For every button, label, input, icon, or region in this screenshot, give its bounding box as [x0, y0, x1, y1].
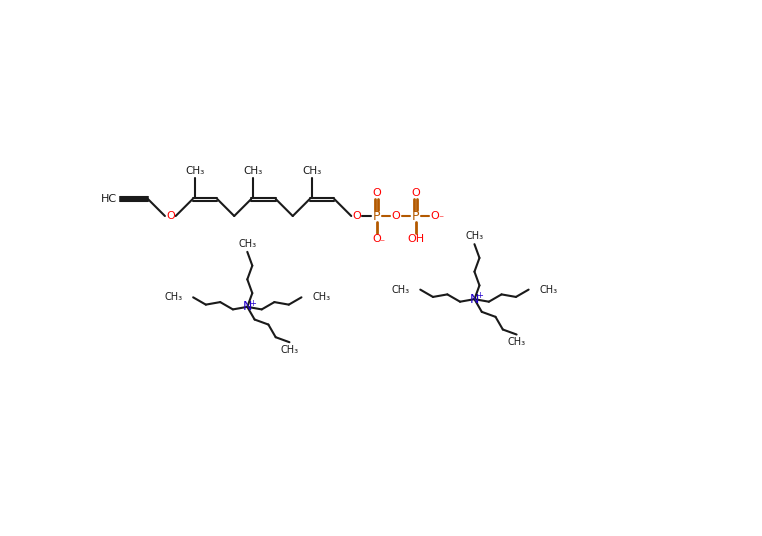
Text: O: O: [166, 211, 174, 221]
Text: CH₃: CH₃: [244, 166, 263, 176]
Text: CH₃: CH₃: [312, 292, 331, 302]
Text: O: O: [431, 211, 440, 221]
Text: N: N: [242, 300, 252, 314]
Text: CH₃: CH₃: [507, 337, 526, 347]
Text: CH₃: CH₃: [539, 285, 558, 295]
Text: HC: HC: [101, 194, 117, 204]
Text: CH₃: CH₃: [466, 232, 484, 242]
Text: P: P: [373, 210, 380, 222]
Text: O: O: [392, 211, 400, 221]
Text: OH: OH: [408, 234, 424, 244]
Text: +: +: [476, 291, 483, 300]
Text: O: O: [373, 188, 381, 198]
Text: CH₃: CH₃: [185, 166, 204, 176]
Text: ⁻: ⁻: [379, 239, 385, 249]
Text: CH₃: CH₃: [239, 239, 256, 249]
Text: N: N: [469, 293, 479, 306]
Text: O: O: [373, 234, 381, 244]
Text: CH₃: CH₃: [392, 285, 409, 295]
Text: +: +: [249, 299, 256, 308]
Text: CH₃: CH₃: [303, 166, 322, 176]
Text: ⁻: ⁻: [438, 214, 443, 224]
Text: O: O: [411, 188, 421, 198]
Text: CH₃: CH₃: [165, 292, 182, 302]
Text: P: P: [412, 210, 420, 222]
Text: O: O: [352, 211, 361, 221]
Text: CH₃: CH₃: [280, 345, 299, 355]
